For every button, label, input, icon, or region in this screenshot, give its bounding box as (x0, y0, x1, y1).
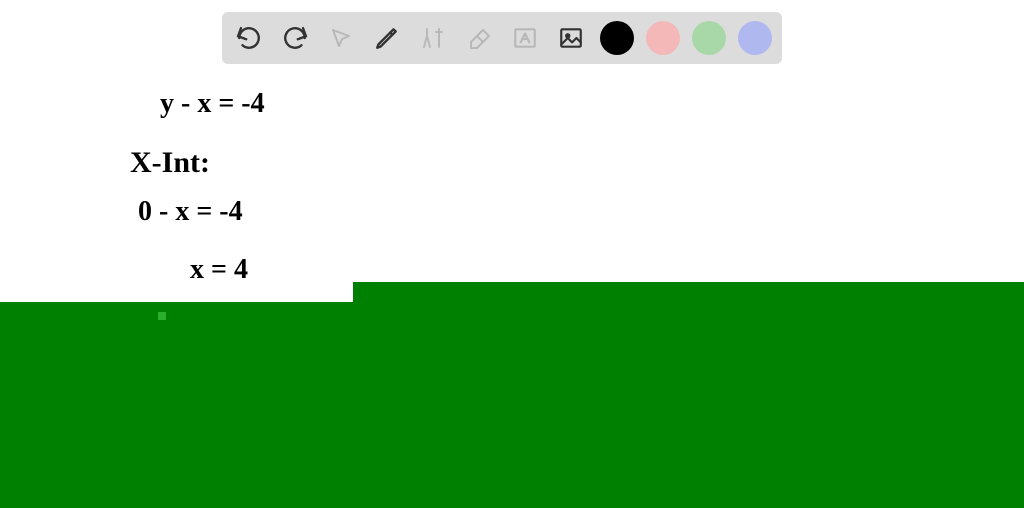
redo-icon (282, 25, 308, 51)
tools-icon (421, 26, 445, 50)
green-speck (158, 312, 166, 320)
eraser-button[interactable] (462, 21, 496, 55)
color-pink[interactable] (646, 21, 680, 55)
white-notch (0, 282, 353, 302)
undo-button[interactable] (232, 21, 266, 55)
pointer-button[interactable] (324, 21, 358, 55)
image-icon (558, 25, 584, 51)
text-box-icon (512, 25, 538, 51)
eraser-icon (467, 26, 491, 50)
color-blue[interactable] (738, 21, 772, 55)
drawing-toolbar (222, 12, 782, 64)
color-black[interactable] (600, 21, 634, 55)
undo-icon (236, 25, 262, 51)
redo-button[interactable] (278, 21, 312, 55)
pointer-icon (329, 26, 353, 50)
handwriting-line-2: 0 - x = -4 (138, 196, 243, 228)
pencil-button[interactable] (370, 21, 404, 55)
tools-button[interactable] (416, 21, 450, 55)
green-overlay (0, 282, 1024, 508)
text-box-button[interactable] (508, 21, 542, 55)
color-green[interactable] (692, 21, 726, 55)
pencil-icon (374, 25, 400, 51)
image-button[interactable] (554, 21, 588, 55)
handwriting-line-0: y - x = -4 (160, 88, 265, 120)
handwriting-line-1: X-Int: (130, 146, 210, 180)
